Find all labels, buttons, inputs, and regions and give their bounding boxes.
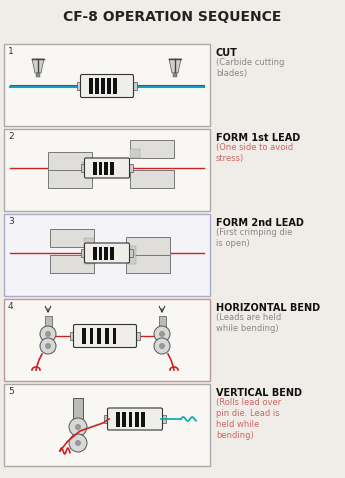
Bar [128,164,133,172]
Bar [99,247,102,260]
Circle shape [76,441,80,445]
Bar [97,328,101,344]
Bar [82,328,86,344]
FancyBboxPatch shape [85,243,129,263]
Circle shape [46,332,50,337]
Bar [110,247,114,260]
FancyBboxPatch shape [80,75,134,98]
FancyBboxPatch shape [4,129,210,211]
Bar [110,162,114,174]
Bar [113,328,117,344]
Bar [132,82,137,90]
FancyBboxPatch shape [108,408,162,430]
Polygon shape [169,59,181,73]
Text: 3: 3 [8,217,14,226]
Bar [104,162,108,174]
Text: (Leads are held
while bending): (Leads are held while bending) [216,313,281,333]
Bar [104,415,109,423]
Bar [70,332,75,340]
Bar [113,78,117,94]
Text: (Rolls lead over
pin die. Lead is
held while
bending): (Rolls lead over pin die. Lead is held w… [216,398,281,440]
Bar [101,78,105,94]
Bar [122,412,126,426]
FancyBboxPatch shape [85,158,129,178]
Bar [129,412,132,426]
Circle shape [154,326,170,342]
Bar [93,162,97,174]
FancyBboxPatch shape [4,384,210,466]
Bar [126,237,170,255]
Bar [126,246,136,255]
Bar [135,332,140,340]
Bar [73,398,83,424]
Text: 2: 2 [8,132,13,141]
Text: 4: 4 [8,302,13,311]
Bar [82,162,92,170]
Bar [36,73,40,77]
Circle shape [69,418,87,436]
Bar [45,316,51,338]
Text: (First crimping die
is open): (First crimping die is open) [216,228,292,248]
Bar [128,249,133,257]
Circle shape [76,424,80,430]
Bar [84,255,94,264]
Text: (One side to avoid
stress): (One side to avoid stress) [216,143,293,163]
Bar [105,328,109,344]
Bar [130,149,140,158]
FancyBboxPatch shape [73,325,137,348]
Bar [81,249,86,257]
FancyBboxPatch shape [4,214,210,296]
Bar [84,238,94,247]
Polygon shape [48,152,92,170]
Text: 5: 5 [8,387,14,396]
Bar [116,412,120,426]
Text: VERTICAL BEND: VERTICAL BEND [216,388,302,398]
Text: CF-8 OPERATION SEQUENCE: CF-8 OPERATION SEQUENCE [63,10,281,24]
Circle shape [40,338,56,354]
Bar [93,247,97,260]
Bar [48,170,92,188]
Bar [90,328,93,344]
Circle shape [46,344,50,348]
Bar [126,255,170,273]
Text: 1: 1 [8,47,14,56]
Circle shape [69,434,87,452]
Circle shape [40,326,56,342]
Bar [50,229,94,247]
Circle shape [159,332,165,337]
Text: FORM 1st LEAD: FORM 1st LEAD [216,133,300,143]
FancyBboxPatch shape [4,44,210,126]
Bar [50,255,94,273]
Text: CUT: CUT [216,48,238,58]
Polygon shape [32,59,44,73]
Bar [77,82,82,90]
Bar [158,316,166,338]
Circle shape [159,344,165,348]
Bar [161,415,166,423]
Bar [141,412,145,426]
Bar [126,255,136,264]
Bar [81,164,86,172]
Bar [130,170,174,188]
Bar [135,412,139,426]
Bar [89,78,93,94]
FancyBboxPatch shape [4,299,210,381]
Circle shape [154,338,170,354]
Bar [107,78,111,94]
Bar [99,162,102,174]
Bar [173,73,177,77]
Text: HORIZONTAL BEND: HORIZONTAL BEND [216,303,320,313]
Text: (Carbide cutting
blades): (Carbide cutting blades) [216,58,284,78]
Bar [104,247,108,260]
Bar [130,140,174,158]
Bar [95,78,99,94]
Text: FORM 2nd LEAD: FORM 2nd LEAD [216,218,304,228]
